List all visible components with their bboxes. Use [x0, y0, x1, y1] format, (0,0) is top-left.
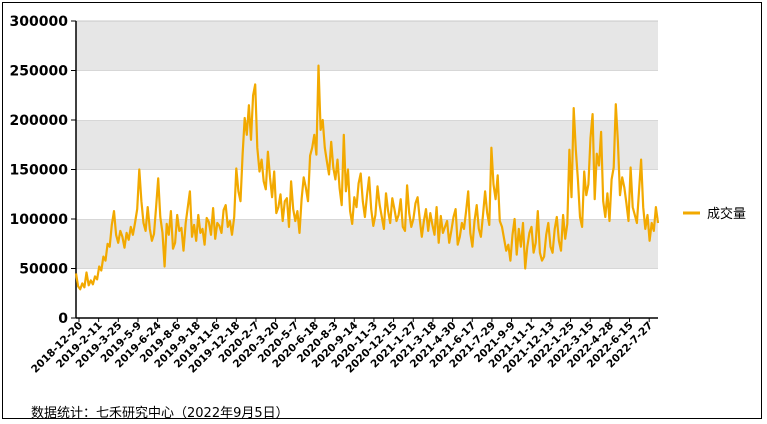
grid-bands [76, 20, 658, 318]
legend-label: 成交量 [707, 206, 746, 222]
y-tick-label: 100000 [10, 212, 69, 228]
y-tick-label: 0 [58, 311, 68, 327]
source-note: 数据统计：七禾研究中心（2022年9月5日） [31, 406, 289, 421]
grid-band [76, 70, 658, 120]
y-tick-label: 250000 [10, 64, 69, 80]
series-group [74, 64, 660, 291]
legend: 成交量 [683, 206, 746, 222]
volume-line-chart: 0 50000 100000 150000 200000 250000 300000 201… [10, 14, 746, 376]
grid-band [76, 268, 658, 318]
y-axis-ticks: 0 50000 100000 150000 200000 250000 300000 [10, 14, 76, 327]
x-axis-ticks: 2018-12-202019-2-112019-3-252019-5-92019… [29, 318, 655, 376]
y-tick-label: 50000 [19, 262, 68, 278]
grid-band [76, 120, 658, 170]
series-line [74, 64, 660, 291]
chart-frame: 0 50000 100000 150000 200000 250000 300000 201… [2, 2, 762, 421]
y-tick-label: 200000 [10, 113, 69, 129]
grid-band [76, 21, 658, 71]
y-tick-label: 300000 [10, 14, 69, 30]
y-tick-label: 150000 [10, 163, 69, 179]
